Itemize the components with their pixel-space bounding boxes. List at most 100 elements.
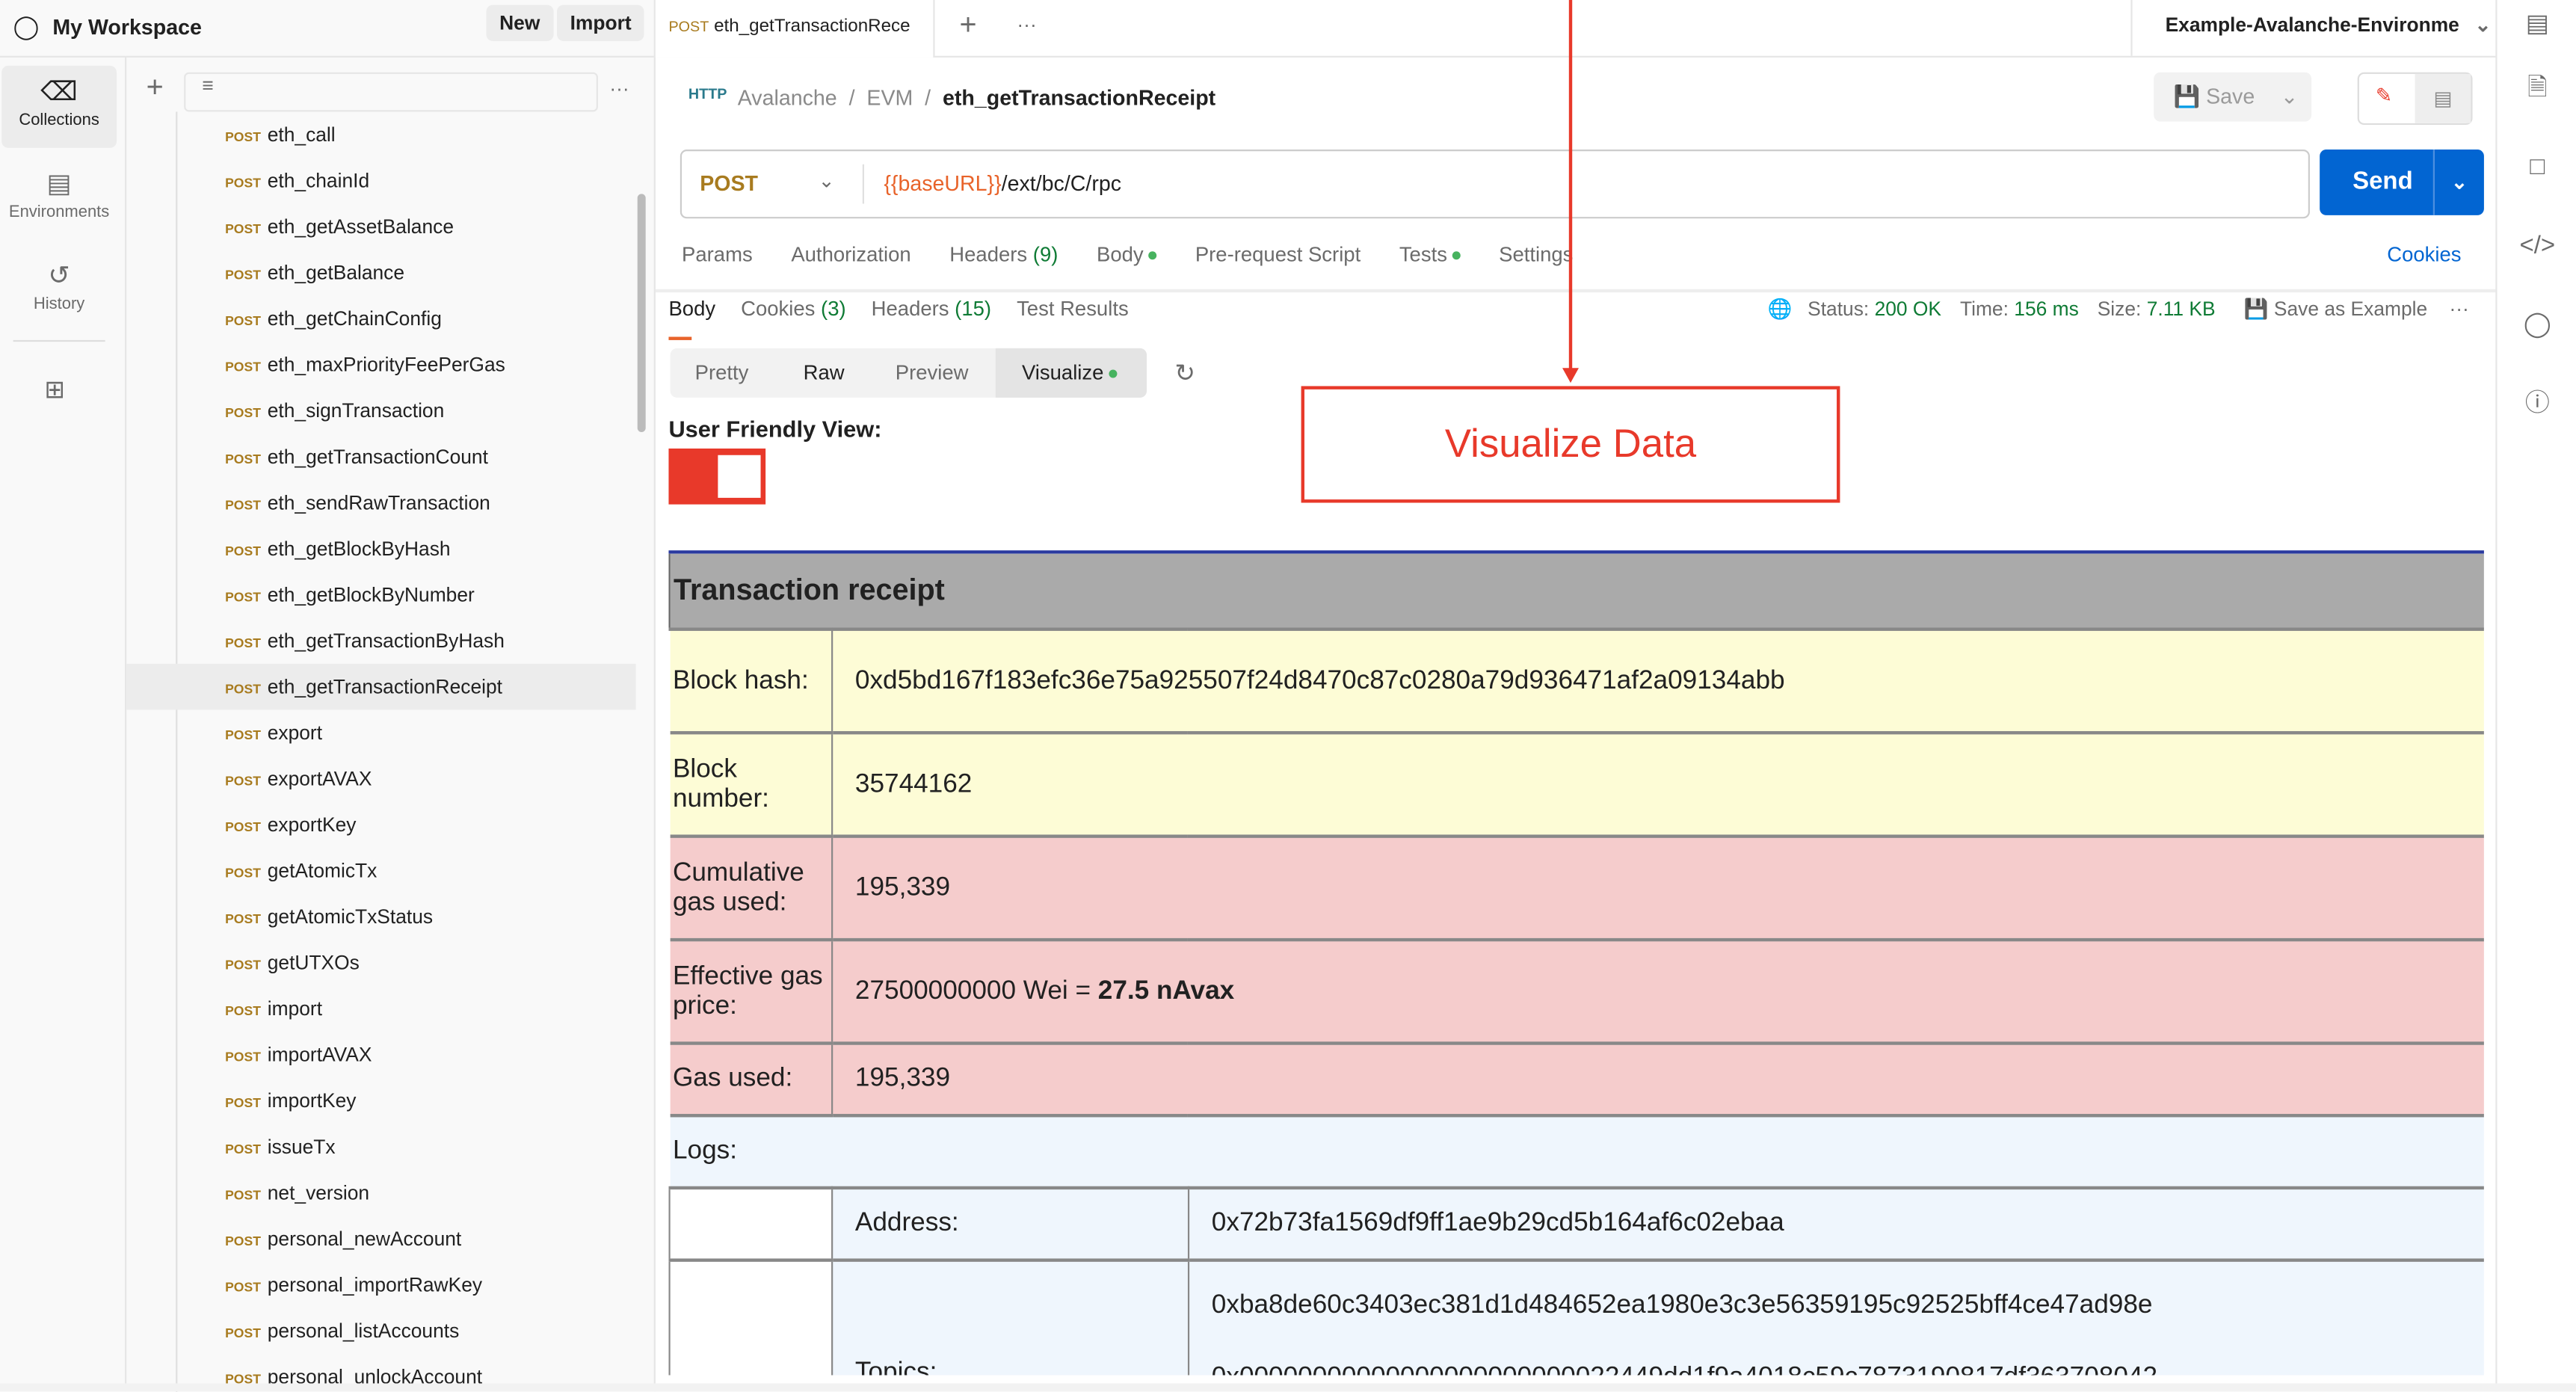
workspace-header: ◯ My Workspace New Import	[0, 0, 654, 58]
visualization-frame: Transaction receipt Block hash: 0xd5bd167…	[668, 550, 2484, 1376]
rail-collections[interactable]: ⌫ Collections	[1, 65, 117, 148]
view-preview[interactable]: Preview	[895, 361, 969, 385]
cookies-link[interactable]: Cookies	[2387, 243, 2462, 267]
new-button[interactable]: New	[486, 4, 553, 41]
chevron-down-icon[interactable]: ⌄	[818, 169, 835, 193]
sidebar-item-importKey[interactable]: POST importKey	[126, 1078, 635, 1124]
method-badge: POST	[225, 1280, 261, 1295]
url-input[interactable]: {{baseURL}}/ext/bc/C/rpc	[884, 171, 1121, 196]
view-raw[interactable]: Raw	[803, 361, 845, 385]
resp-tab-body[interactable]: Body	[668, 297, 716, 321]
info-icon[interactable]: ⓘ	[2524, 389, 2550, 418]
tab-headers[interactable]: Headers (9)	[949, 243, 1058, 266]
tab-settings[interactable]: Settings	[1499, 243, 1574, 267]
sidebar-item-personal_listAccounts[interactable]: POST personal_listAccounts	[126, 1308, 635, 1354]
request-name: getUTXOs	[267, 951, 360, 975]
tab-prerequest[interactable]: Pre-request Script	[1195, 243, 1361, 267]
request-tab[interactable]: POST eth_getTransactionRece	[655, 0, 935, 58]
sidebar-item-eth_call[interactable]: POST eth_call	[126, 111, 635, 158]
network-icon[interactable]: 🌐	[1767, 297, 1793, 321]
sidebar-item-eth_getBalance[interactable]: POST eth_getBalance	[126, 250, 635, 296]
send-button[interactable]: Send ⌄	[2320, 149, 2484, 215]
import-button[interactable]: Import	[557, 4, 645, 41]
sidebar-item-eth_signTransaction[interactable]: POST eth_signTransaction	[126, 388, 635, 434]
new-tab-icon[interactable]: +	[959, 7, 977, 41]
sidebar-item-importAVAX[interactable]: POST importAVAX	[126, 1032, 635, 1078]
sidebar-item-eth_getTransactionReceipt[interactable]: POST eth_getTransactionReceipt	[126, 663, 636, 710]
sidebar-item-eth_getBlockByHash[interactable]: POST eth_getBlockByHash	[126, 526, 635, 572]
method-select[interactable]: POST	[700, 170, 759, 196]
documentation-icon[interactable]: 🗎	[2527, 73, 2548, 102]
request-name: issueTx	[267, 1135, 336, 1159]
sidebar-item-exportAVAX[interactable]: POST exportAVAX	[126, 756, 635, 802]
method-badge: POST	[225, 1095, 261, 1111]
sidebar-item-export[interactable]: POST export	[126, 709, 635, 756]
request-name: exportKey	[267, 813, 357, 837]
rail-history[interactable]: ↺ History	[1, 250, 117, 332]
method-badge: POST	[225, 819, 261, 835]
sidebar-item-import[interactable]: POST import	[126, 986, 635, 1032]
sidebar-item-exportKey[interactable]: POST exportKey	[126, 801, 635, 848]
code-icon[interactable]: </>	[2519, 231, 2556, 260]
gas-used: 195,339	[831, 1043, 2484, 1118]
sidebar-item-eth_getBlockByNumber[interactable]: POST eth_getBlockByNumber	[126, 572, 635, 618]
more-icon[interactable]: ···	[2449, 297, 2469, 321]
refresh-icon[interactable]: ↻	[1174, 360, 1195, 388]
sidebar-item-eth_sendRawTransaction[interactable]: POST eth_sendRawTransaction	[126, 480, 635, 526]
sidebar-item-personal_newAccount[interactable]: POST personal_newAccount	[126, 1216, 635, 1262]
resp-tab-cookies[interactable]: Cookies (3)	[741, 298, 846, 321]
tab-label: Body	[1096, 243, 1144, 267]
method-badge: POST	[225, 129, 261, 145]
sidebar-item-getAtomicTx[interactable]: POST getAtomicTx	[126, 848, 635, 894]
lightbulb-icon[interactable]: ◯	[2523, 310, 2551, 339]
tab-authorization[interactable]: Authorization	[791, 243, 911, 267]
tab-method: POST	[668, 18, 709, 35]
sidebar-item-issueTx[interactable]: POST issueTx	[126, 1124, 635, 1170]
toggle-knob	[718, 455, 761, 498]
method-badge: POST	[225, 1325, 261, 1341]
scrollbar[interactable]	[637, 194, 646, 432]
resp-tab-tests[interactable]: Test Results	[1017, 297, 1129, 321]
environment-quicklook-icon[interactable]: ▤	[2525, 10, 2549, 38]
time-value[interactable]: 156 ms	[2014, 297, 2079, 321]
sidebar-item-net_version[interactable]: POST net_version	[126, 1170, 635, 1216]
configure-workbench-icon[interactable]: ⊞	[44, 376, 65, 404]
tab-params[interactable]: Params	[682, 243, 753, 267]
cumulative-gas: 195,339	[831, 836, 2484, 942]
view-pretty[interactable]: Pretty	[694, 361, 749, 385]
more-icon[interactable]: ···	[609, 77, 629, 101]
sidebar-item-getUTXOs[interactable]: POST getUTXOs	[126, 940, 635, 986]
main-panel: POST eth_getTransactionRece + ··· Exampl…	[655, 0, 2496, 1391]
sidebar-item-eth_getChainConfig[interactable]: POST eth_getChainConfig	[126, 296, 635, 342]
tab-tests[interactable]: Tests	[1399, 243, 1461, 266]
sidebar-item-personal_importRawKey[interactable]: POST personal_importRawKey	[126, 1262, 635, 1308]
sidebar-item-getAtomicTxStatus[interactable]: POST getAtomicTxStatus	[126, 894, 635, 940]
comment-icon[interactable]: ▤	[2415, 73, 2471, 123]
collection-search-input[interactable]: ≡	[184, 72, 598, 112]
method-badge: POST	[225, 774, 261, 789]
sidebar-item-eth_chainId[interactable]: POST eth_chainId	[126, 158, 635, 204]
tab-count: (9)	[1032, 243, 1059, 267]
breadcrumb-item[interactable]: Avalanche	[737, 85, 837, 111]
environment-select[interactable]: Example-Avalanche-Environme ⌄	[2130, 0, 2495, 56]
sidebar-item-eth_getAssetBalance[interactable]: POST eth_getAssetBalance	[126, 204, 635, 250]
rail-environments[interactable]: ▤ Environments	[1, 158, 117, 240]
tab-body[interactable]: Body	[1096, 243, 1157, 267]
chevron-down-icon[interactable]: ⌄	[2432, 149, 2484, 215]
user-friendly-toggle[interactable]	[668, 448, 766, 505]
save-button[interactable]: 💾 Save ⌄	[2154, 72, 2312, 122]
sidebar-item-eth_getTransactionCount[interactable]: POST eth_getTransactionCount	[126, 434, 635, 480]
status-value[interactable]: 200 OK	[1874, 297, 1942, 321]
tab-options-icon[interactable]: ···	[1017, 13, 1037, 37]
sidebar-item-eth_maxPriorityFeePerGas[interactable]: POST eth_maxPriorityFeePerGas	[126, 342, 635, 388]
add-icon[interactable]: +	[146, 70, 164, 104]
breadcrumb-item[interactable]: EVM	[866, 85, 913, 111]
size-value[interactable]: 7.11 KB	[2146, 297, 2216, 321]
view-visualize[interactable]: Visualize	[995, 348, 1147, 398]
price-wei: 27500000000 Wei =	[854, 976, 1098, 1005]
resp-tab-headers[interactable]: Headers (15)	[872, 298, 991, 321]
sidebar-item-eth_getTransactionByHash[interactable]: POST eth_getTransactionByHash	[126, 618, 635, 664]
save-example-button[interactable]: 💾 Save as Example	[2244, 298, 2427, 321]
edit-icon[interactable]: ✎	[2375, 84, 2392, 107]
comments-icon[interactable]: □	[2530, 153, 2545, 181]
